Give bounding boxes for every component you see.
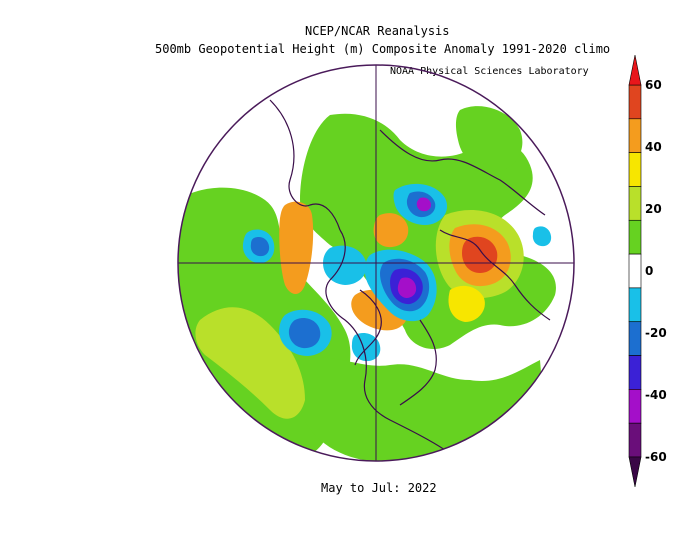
anomaly-labrador-negative [351,333,381,362]
colorbar-label-neg60: -60 [645,450,667,464]
anomaly-pacific-band [195,307,305,419]
credit-label: NOAA Physical Sciences Laboratory [390,66,589,77]
anomaly-bering-negative-core [250,236,270,257]
colorbar-segment [628,186,642,221]
map-title: NCEP/NCAR Reanalysis [305,24,450,38]
colorbar-segment [628,84,642,120]
colorbar-segment [628,422,642,458]
colorbar-label-60: 60 [645,78,662,92]
colorbar-segment [628,152,642,187]
colorbar-segment [628,287,642,323]
colorbar-label-0: 0 [645,264,654,278]
map-boundary [177,64,575,462]
anomaly-hudson-negative-center [397,277,417,298]
anomaly-siberia-negative-center [416,197,431,212]
anomaly-arctic-yellow [373,213,409,248]
colorbar-segment [628,389,642,424]
colorbar-segment [628,355,642,390]
colorbar-segment [628,118,642,153]
colorbar-label-neg40: -40 [645,388,667,402]
map-subtitle: 500mb Geopotential Height (m) Composite … [155,42,611,56]
anomaly-europe-south [448,285,485,322]
colorbar-segment [628,321,642,356]
colorbar-segment [628,219,642,255]
colorbar-label-neg20: -20 [645,326,667,340]
anomaly-pacific-nw-max [279,201,314,295]
anomaly-pacific-negative-core [288,318,321,349]
colorbar-label-40: 40 [645,140,662,154]
period-label: May to Jul: 2022 [321,481,437,495]
anomaly-scandinavia-negative [532,226,552,247]
colorbar-bottom-arrow [628,456,642,488]
colorbar-label-20: 20 [645,202,662,216]
anomaly-siberia-positive [455,106,523,172]
anomaly-europe-max-core [462,236,498,273]
colorbar-segment [628,253,642,289]
coastlines [269,99,551,451]
colorbar-top-arrow [628,54,642,86]
